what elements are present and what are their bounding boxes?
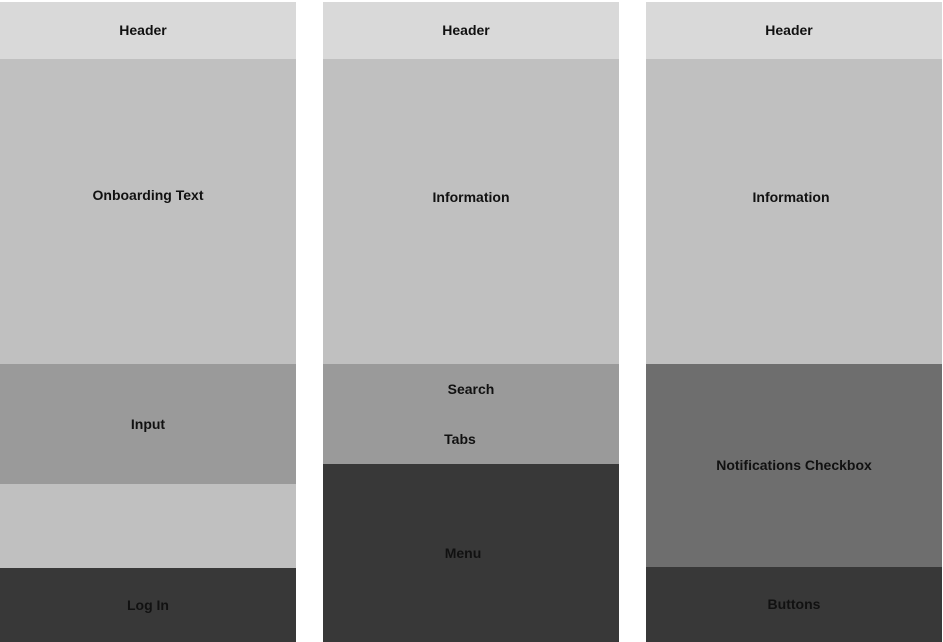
tabs-label[interactable]: Tabs: [444, 431, 476, 447]
onboarding-text-label: Onboarding Text: [92, 187, 204, 203]
notifications-checkbox-label: Notifications Checkbox: [716, 457, 872, 473]
buttons-block[interactable]: Buttons: [646, 567, 942, 642]
information-label: Information: [752, 189, 830, 205]
login-screen-wireframe: Header Onboarding Text Input Log In: [0, 2, 296, 642]
information-block: Information: [646, 59, 942, 364]
search-label[interactable]: Search: [447, 381, 495, 397]
search-tabs-block: Search Tabs: [323, 364, 619, 464]
settings-screen-wireframe: Header Information Notifications Checkbo…: [646, 2, 942, 642]
information-block: Information: [323, 59, 619, 364]
header-label: Header: [119, 22, 167, 38]
notifications-checkbox-block[interactable]: Notifications Checkbox: [646, 364, 942, 567]
input-block[interactable]: Input: [0, 364, 296, 484]
login-button-block[interactable]: Log In: [0, 568, 296, 642]
buttons-label: Buttons: [767, 596, 821, 612]
header-label: Header: [442, 22, 490, 38]
input-label: Input: [130, 416, 166, 432]
onboarding-text-block: Onboarding Text: [0, 59, 296, 364]
header-block: Header: [646, 2, 942, 59]
login-button-label: Log In: [127, 597, 169, 613]
information-label: Information: [432, 189, 510, 205]
header-label: Header: [765, 22, 813, 38]
spacer-block: [0, 484, 296, 568]
menu-block[interactable]: Menu: [323, 464, 619, 642]
main-screen-wireframe: Header Information Search Tabs Menu: [323, 2, 619, 642]
menu-label: Menu: [444, 545, 482, 561]
header-block: Header: [323, 2, 619, 59]
header-block: Header: [0, 2, 296, 59]
